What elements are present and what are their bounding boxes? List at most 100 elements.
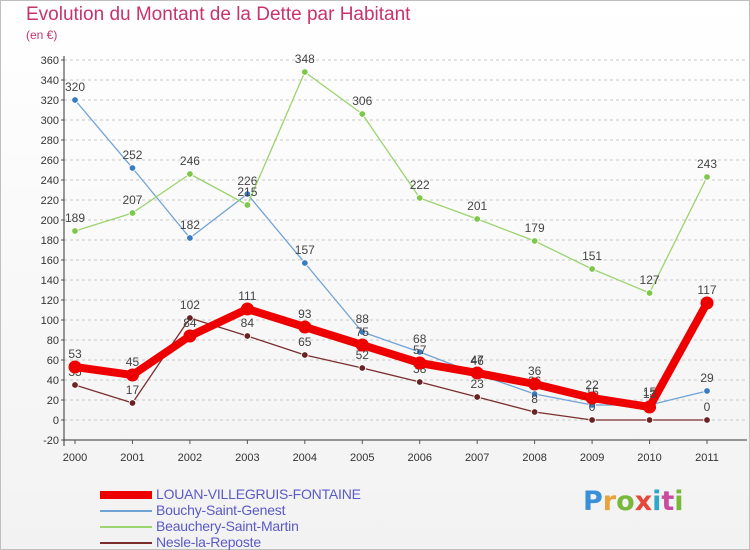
data-point-louan-villegruis-fontaine [125,368,139,382]
logo-letter: t [661,486,675,517]
data-point-louan-villegruis-fontaine [68,360,82,374]
data-point-louan-villegruis-fontaine [470,366,484,380]
data-label-nesle-la-reposte: 65 [298,335,312,349]
data-label-beauchery-saint-martin: 207 [122,193,142,207]
data-point-louan-villegruis-fontaine [183,329,197,343]
data-label-bouchy-saint-genest: 226 [237,174,257,188]
y-tick-label: 300 [41,115,59,127]
data-point-bouchy-saint-genest [243,190,252,198]
data-point-louan-villegruis-fontaine [240,302,254,316]
data-point-louan-villegruis-fontaine [413,356,427,370]
data-label-bouchy-saint-genest: 68 [413,332,427,346]
data-point-louan-villegruis-fontaine [643,400,657,414]
series-line-louan-villegruis-fontaine [71,299,711,411]
x-tick-label: 2010 [637,452,661,464]
data-point-beauchery-saint-martin [243,201,252,209]
data-label-louan-villegruis-fontaine: 36 [528,364,542,378]
data-point-bouchy-saint-genest [128,164,137,172]
data-point-louan-villegruis-fontaine [585,391,599,405]
data-label-louan-villegruis-fontaine: 53 [68,347,82,361]
data-point-bouchy-saint-genest [358,328,366,336]
data-label-louan-villegruis-fontaine: 117 [697,283,716,297]
x-tick-label: 2000 [63,452,87,464]
proxiti-logo: Proxiti [583,486,684,517]
data-point-beauchery-saint-martin [358,110,366,118]
y-tick-label: 220 [41,195,59,207]
y-tick-label: 340 [41,75,59,87]
data-label-bouchy-saint-genest: 88 [356,312,370,326]
data-label-beauchery-saint-martin: 222 [410,178,430,192]
logo-letter: o [616,486,635,517]
data-label-beauchery-saint-martin: 179 [525,221,545,235]
data-label-bouchy-saint-genest: 320 [65,80,85,94]
data-label-nesle-la-reposte: 52 [356,348,370,362]
data-point-bouchy-saint-genest [186,234,194,242]
legend-swatch [100,491,152,499]
series-line-nesle-la-reposte [74,317,708,421]
data-point-nesle-la-reposte [301,351,309,359]
data-point-bouchy-saint-genest [530,390,539,398]
data-point-beauchery-saint-martin [473,215,481,223]
logo-letter: P [583,486,603,517]
y-tick-label: 100 [41,315,59,327]
data-label-louan-villegruis-fontaine: 13 [643,387,657,401]
data-point-nesle-la-reposte [473,393,481,401]
data-point-nesle-la-reposte [243,332,252,340]
x-tick-label: 2007 [465,452,489,464]
data-point-louan-villegruis-fontaine [700,296,714,310]
data-label-beauchery-saint-martin: 246 [180,154,200,168]
data-label-nesle-la-reposte: 0 [589,400,596,414]
data-label-bouchy-saint-genest: 157 [295,243,315,257]
logo-letter: i [652,486,662,517]
data-label-nesle-la-reposte: 23 [471,377,485,391]
data-point-nesle-la-reposte [588,416,596,424]
data-label-nesle-la-reposte: 102 [180,298,200,312]
data-label-beauchery-saint-martin: 151 [582,249,602,263]
data-label-beauchery-saint-martin: 306 [352,94,372,108]
data-label-louan-villegruis-fontaine: 93 [298,307,312,321]
legend-swatch [100,526,152,528]
series-line-bouchy-saint-genest [74,99,708,406]
data-point-beauchery-saint-martin [301,68,309,76]
data-label-bouchy-saint-genest: 46 [471,354,485,368]
data-point-nesle-la-reposte [186,314,194,322]
data-label-nesle-la-reposte: 0 [704,400,711,414]
data-point-nesle-la-reposte [416,378,424,386]
chart-unit: (en €) [26,28,58,42]
x-tick-label: 2005 [350,452,374,464]
x-tick-label: 2006 [407,452,431,464]
chart-title: Evolution du Montant de la Dette par Hab… [26,4,411,25]
legend-label: LOUAN-VILLEGRUIS-FONTAINE [156,486,361,502]
data-point-louan-villegruis-fontaine [528,377,542,391]
data-label-bouchy-saint-genest: 252 [122,148,142,162]
legend-label: Beauchery-Saint-Martin [156,518,299,534]
logo-letter: i [674,486,684,517]
data-point-nesle-la-reposte [530,408,539,416]
data-point-beauchery-saint-martin [588,265,596,273]
data-label-bouchy-saint-genest: 182 [180,218,200,232]
y-tick-label: 240 [41,175,59,187]
data-label-bouchy-saint-genest: 29 [700,371,714,385]
data-label-beauchery-saint-martin: 215 [237,185,257,199]
data-label-nesle-la-reposte: 17 [126,383,140,397]
x-tick-label: 2002 [178,452,202,464]
y-tick-label: 140 [41,275,59,287]
x-tick-label: 2003 [235,452,259,464]
data-point-nesle-la-reposte [645,416,654,424]
legend-swatch [100,510,152,512]
x-tick-label: 2001 [120,452,144,464]
y-tick-label: 120 [41,295,59,307]
data-point-nesle-la-reposte [128,399,137,407]
data-point-beauchery-saint-martin [530,237,539,245]
data-label-louan-villegruis-fontaine: 47 [471,353,485,367]
logo-letter: x [634,486,653,517]
x-tick-label: 2009 [580,452,604,464]
data-label-beauchery-saint-martin: 189 [65,211,85,225]
data-label-beauchery-saint-martin: 348 [295,52,315,66]
y-tick-label: 180 [41,235,59,247]
y-tick-label: 360 [41,55,59,67]
data-point-beauchery-saint-martin [186,170,194,178]
x-tick-label: 2004 [293,452,317,464]
